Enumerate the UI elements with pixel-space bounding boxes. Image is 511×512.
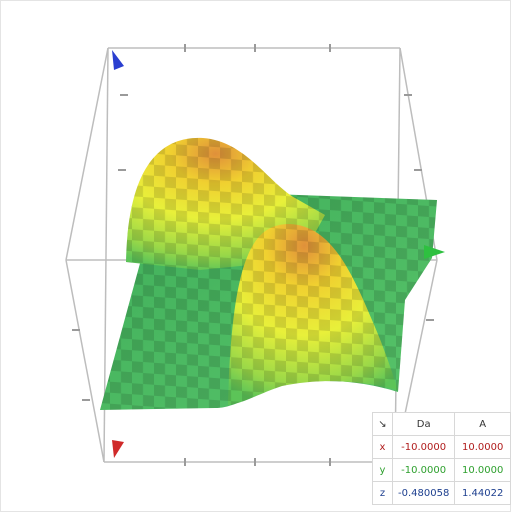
table-row: z -0.480058 1.44022 [372, 481, 511, 505]
header-cell: A [454, 412, 511, 436]
cell: -0.480058 [391, 481, 456, 505]
cell: 10.0000 [454, 435, 511, 459]
x-axis-arrow [112, 440, 124, 458]
table-header: ↘ Da A [372, 412, 511, 436]
axis-ticks [72, 44, 434, 466]
cell: 10.0000 [454, 458, 511, 482]
surface [100, 137, 437, 410]
row-label: y [372, 458, 393, 482]
y-axis-arrow [424, 245, 445, 259]
cell: 1.44022 [454, 481, 511, 505]
cell: -10.0000 [391, 435, 456, 459]
table-row: x -10.0000 10.0000 [372, 435, 511, 459]
z-axis-arrow [112, 50, 124, 70]
row-label: z [372, 481, 393, 505]
cell: -10.0000 [391, 458, 456, 482]
row-label: x [372, 435, 393, 459]
header-cell: Da [391, 412, 456, 436]
table-row: y -10.0000 10.0000 [372, 458, 511, 482]
coordinate-table: ↘ Da A x -10.0000 10.0000 y -10.0000 10.… [372, 412, 511, 505]
header-cell: ↘ [372, 412, 393, 436]
